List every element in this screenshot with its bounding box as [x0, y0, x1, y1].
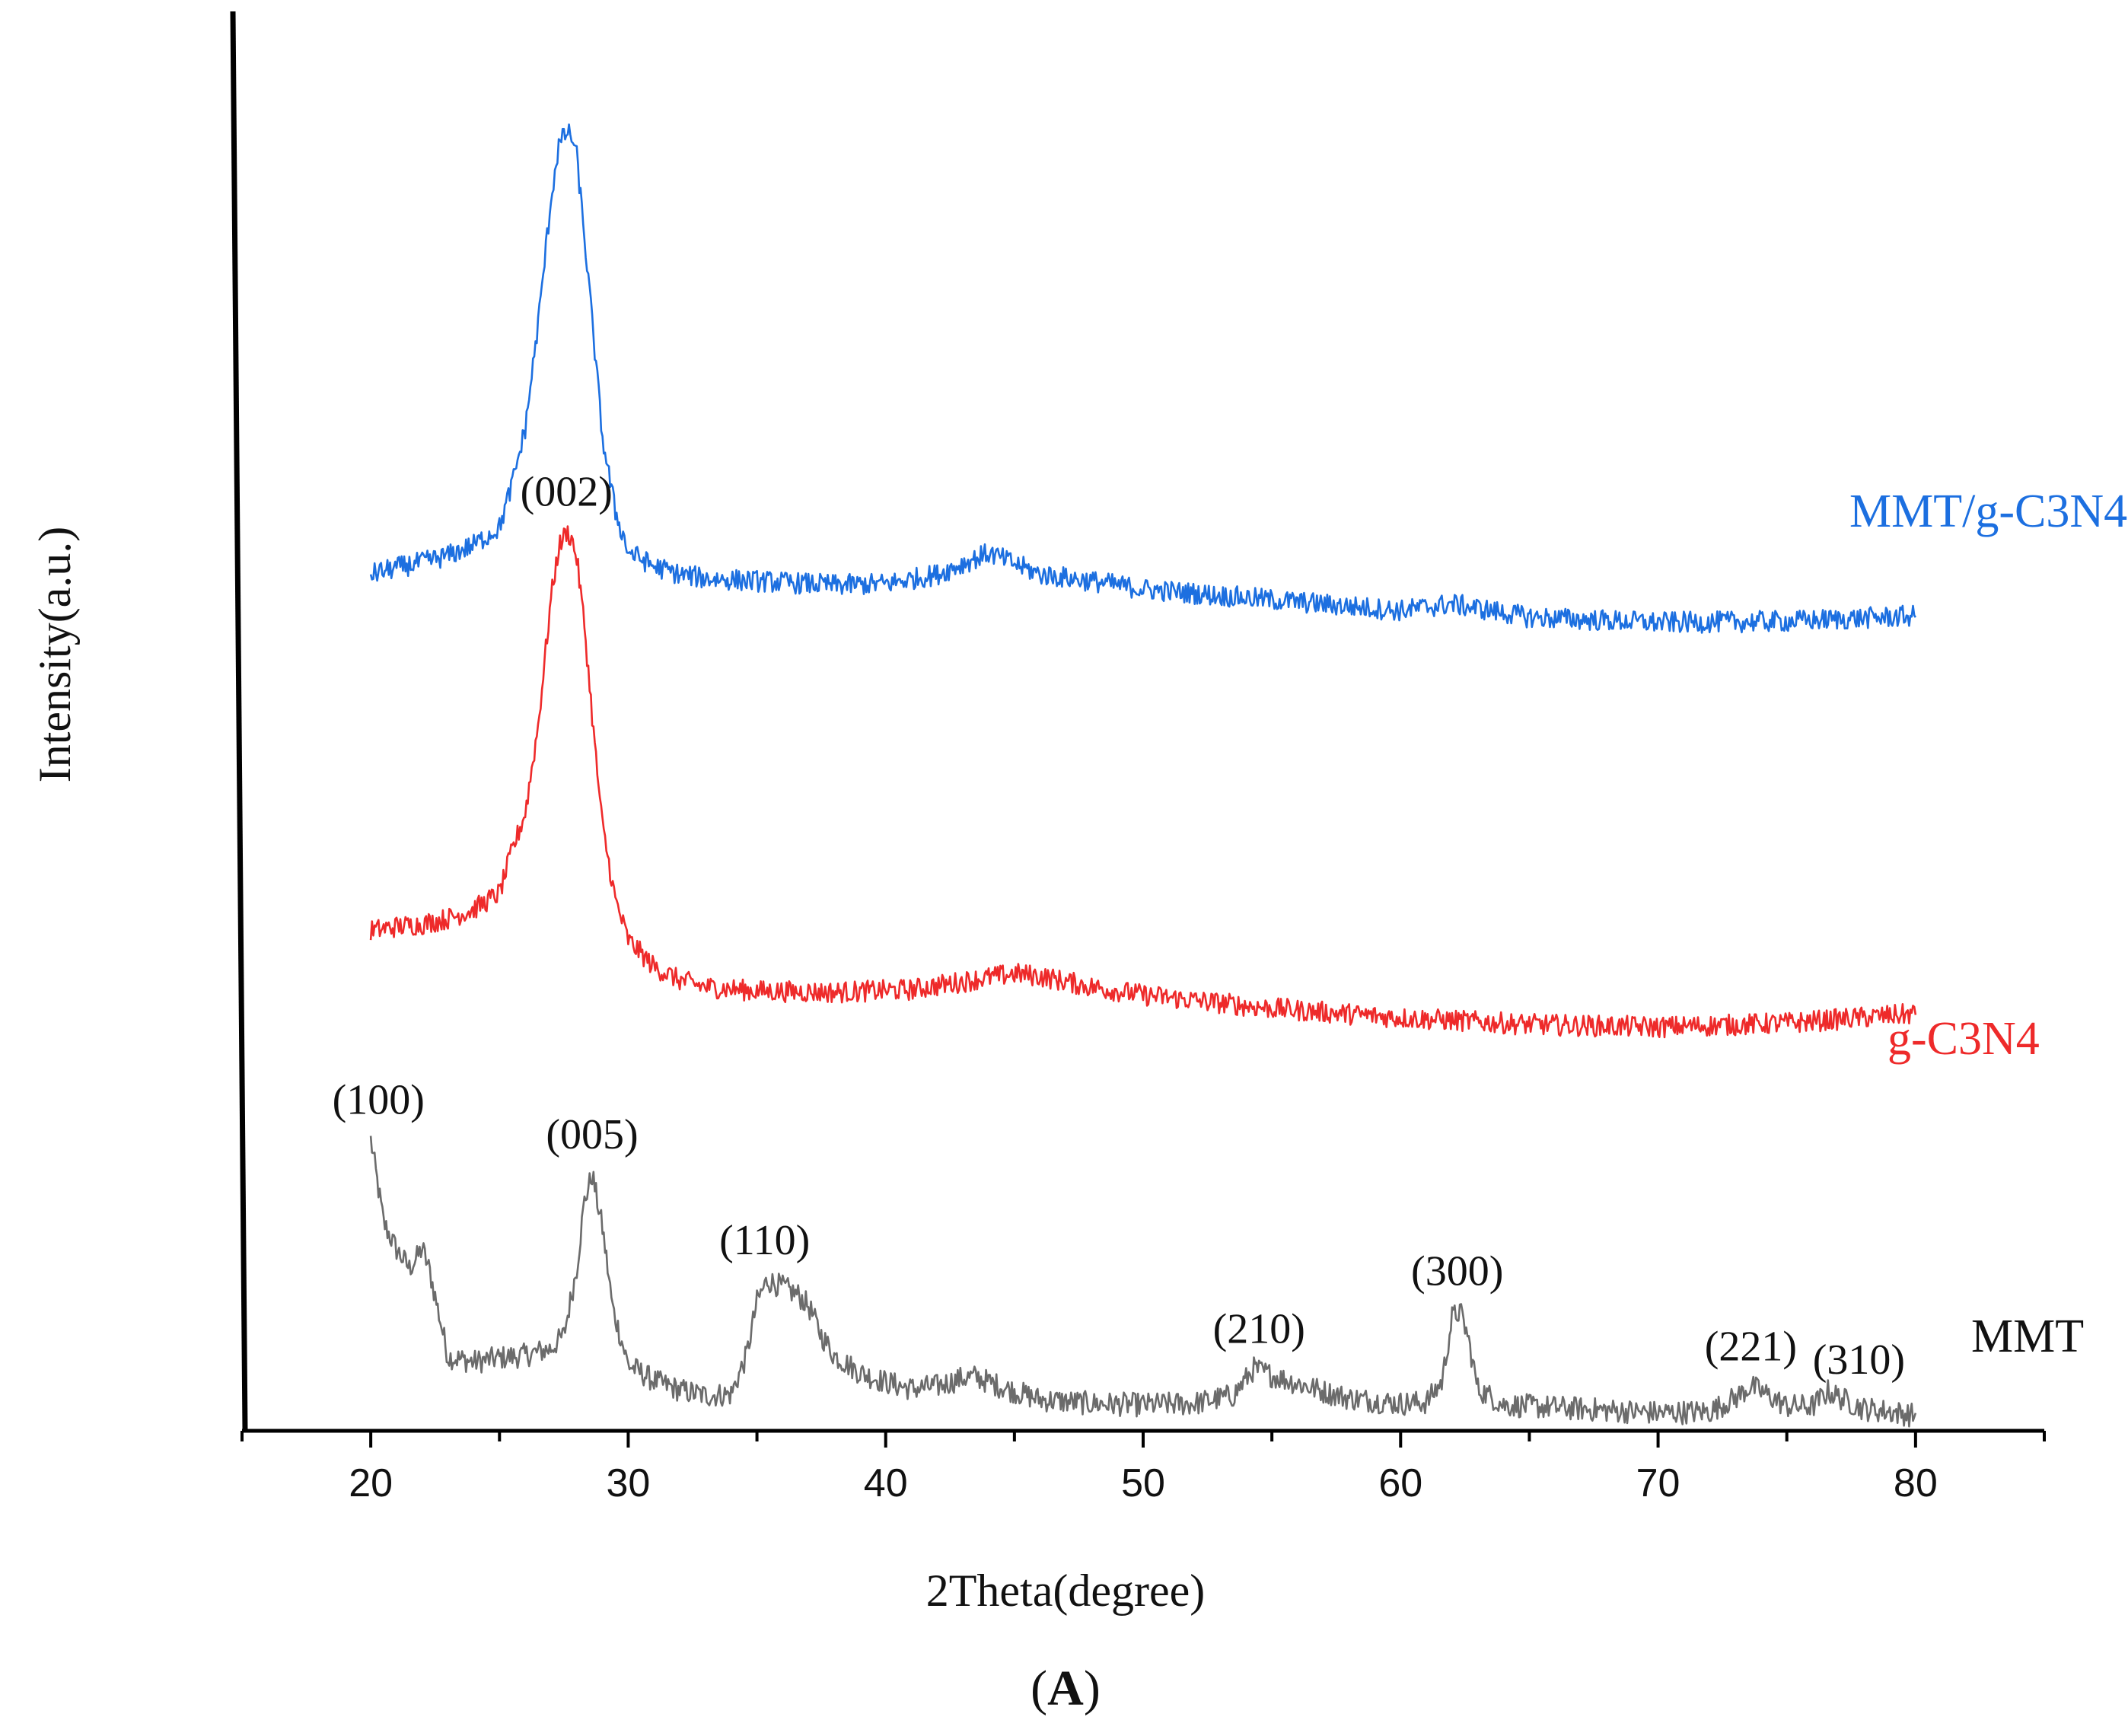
- x-axis-title: 2Theta(degree): [926, 1566, 1205, 1616]
- series-lines: [369, 123, 1917, 1428]
- y-axis-title: Intensity(a.u.): [30, 527, 80, 783]
- series-label-mmt-g-c3n4: MMT/g-C3N4: [1849, 486, 2127, 537]
- peak-label-5: (300): [1411, 1248, 1503, 1295]
- panel-label: (A): [1031, 1661, 1101, 1716]
- x-tick-label-60: 60: [1378, 1461, 1422, 1505]
- peak-label-2: (005): [546, 1111, 638, 1158]
- series-line-g-c3n4: [369, 525, 1917, 1039]
- x-tick-label-20: 20: [349, 1461, 393, 1505]
- x-axis-ticks: [241, 1431, 2046, 1448]
- peak-label-0: (002): [521, 468, 613, 515]
- x-tick-label-40: 40: [864, 1461, 908, 1505]
- y-axis-line: [230, 11, 248, 1432]
- x-axis-tick-labels: 20 30 40 50 60 70 80: [349, 1461, 1938, 1505]
- peak-annotations: (002) (100) (005) (110) (210) (300) (221) (310): [333, 468, 1905, 1383]
- series-line-mmt-g-c3n4: [369, 123, 1916, 634]
- peak-label-3: (110): [719, 1217, 810, 1264]
- x-tick-label-70: 70: [1636, 1461, 1680, 1505]
- peak-label-4: (210): [1213, 1305, 1305, 1352]
- panel-label-letter: A: [1047, 1661, 1084, 1716]
- series-label-g-c3n4: g-C3N4: [1887, 1013, 2040, 1065]
- x-tick-label-30: 30: [607, 1461, 651, 1505]
- peak-label-6: (221): [1705, 1323, 1797, 1370]
- x-tick-label-80: 80: [1894, 1461, 1938, 1505]
- series-line-mmt: [369, 1136, 1917, 1428]
- peak-label-1: (100): [333, 1076, 425, 1123]
- peak-label-7: (310): [1813, 1336, 1905, 1384]
- x-tick-label-50: 50: [1121, 1461, 1165, 1505]
- series-label-mmt: MMT: [1971, 1311, 2084, 1362]
